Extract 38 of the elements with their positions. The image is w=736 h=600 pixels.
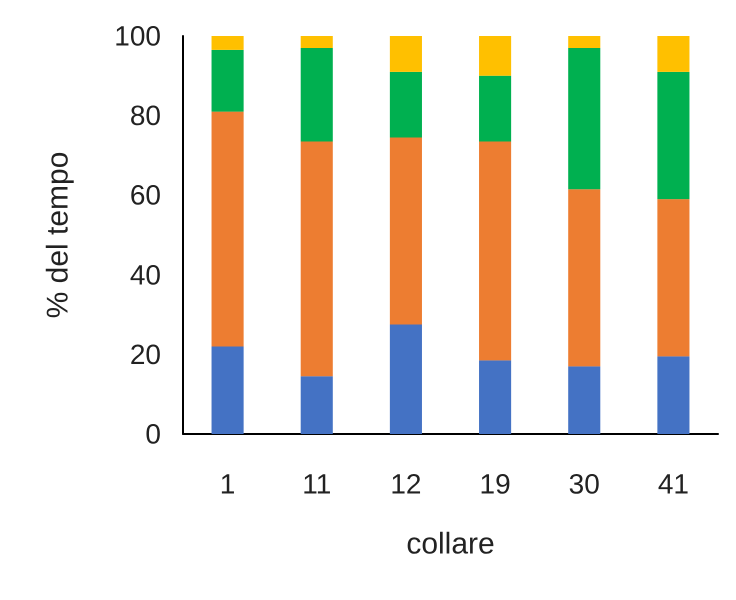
y-tick-label: 20 [130,338,161,370]
y-tick-label: 80 [130,100,161,132]
bar [300,48,333,142]
bar [390,72,422,138]
bar [212,50,244,112]
x-tick-label: 19 [480,468,511,500]
x-tick-label: 30 [568,468,600,500]
y-axis-title: % del tempo [42,152,74,318]
y-tick-label: 60 [130,180,161,211]
x-tick-label: 12 [390,468,422,500]
bar [657,199,690,356]
bar [479,76,512,142]
bar [300,36,333,48]
bar [212,112,244,346]
bar [390,324,422,434]
bar [212,346,244,434]
bar [390,36,422,72]
bar [657,356,690,434]
bar [657,36,690,72]
bar [568,36,600,48]
bar [212,36,244,50]
bar [300,141,333,376]
y-tick-label: 40 [130,259,161,290]
bar [568,189,600,366]
bar [568,366,600,434]
x-tick-label: 1 [220,468,236,500]
bar [479,141,512,360]
bar [390,137,422,325]
bar [657,72,690,200]
y-tick-label: 0 [145,418,161,450]
bar [479,360,512,434]
bar [479,36,512,76]
bar [568,48,600,190]
x-tick-label: 11 [302,468,332,500]
bar [300,376,333,434]
x-axis-title: collare [406,528,495,560]
y-tick-label: 100 [114,20,161,52]
x-tick-label: 41 [658,468,689,500]
